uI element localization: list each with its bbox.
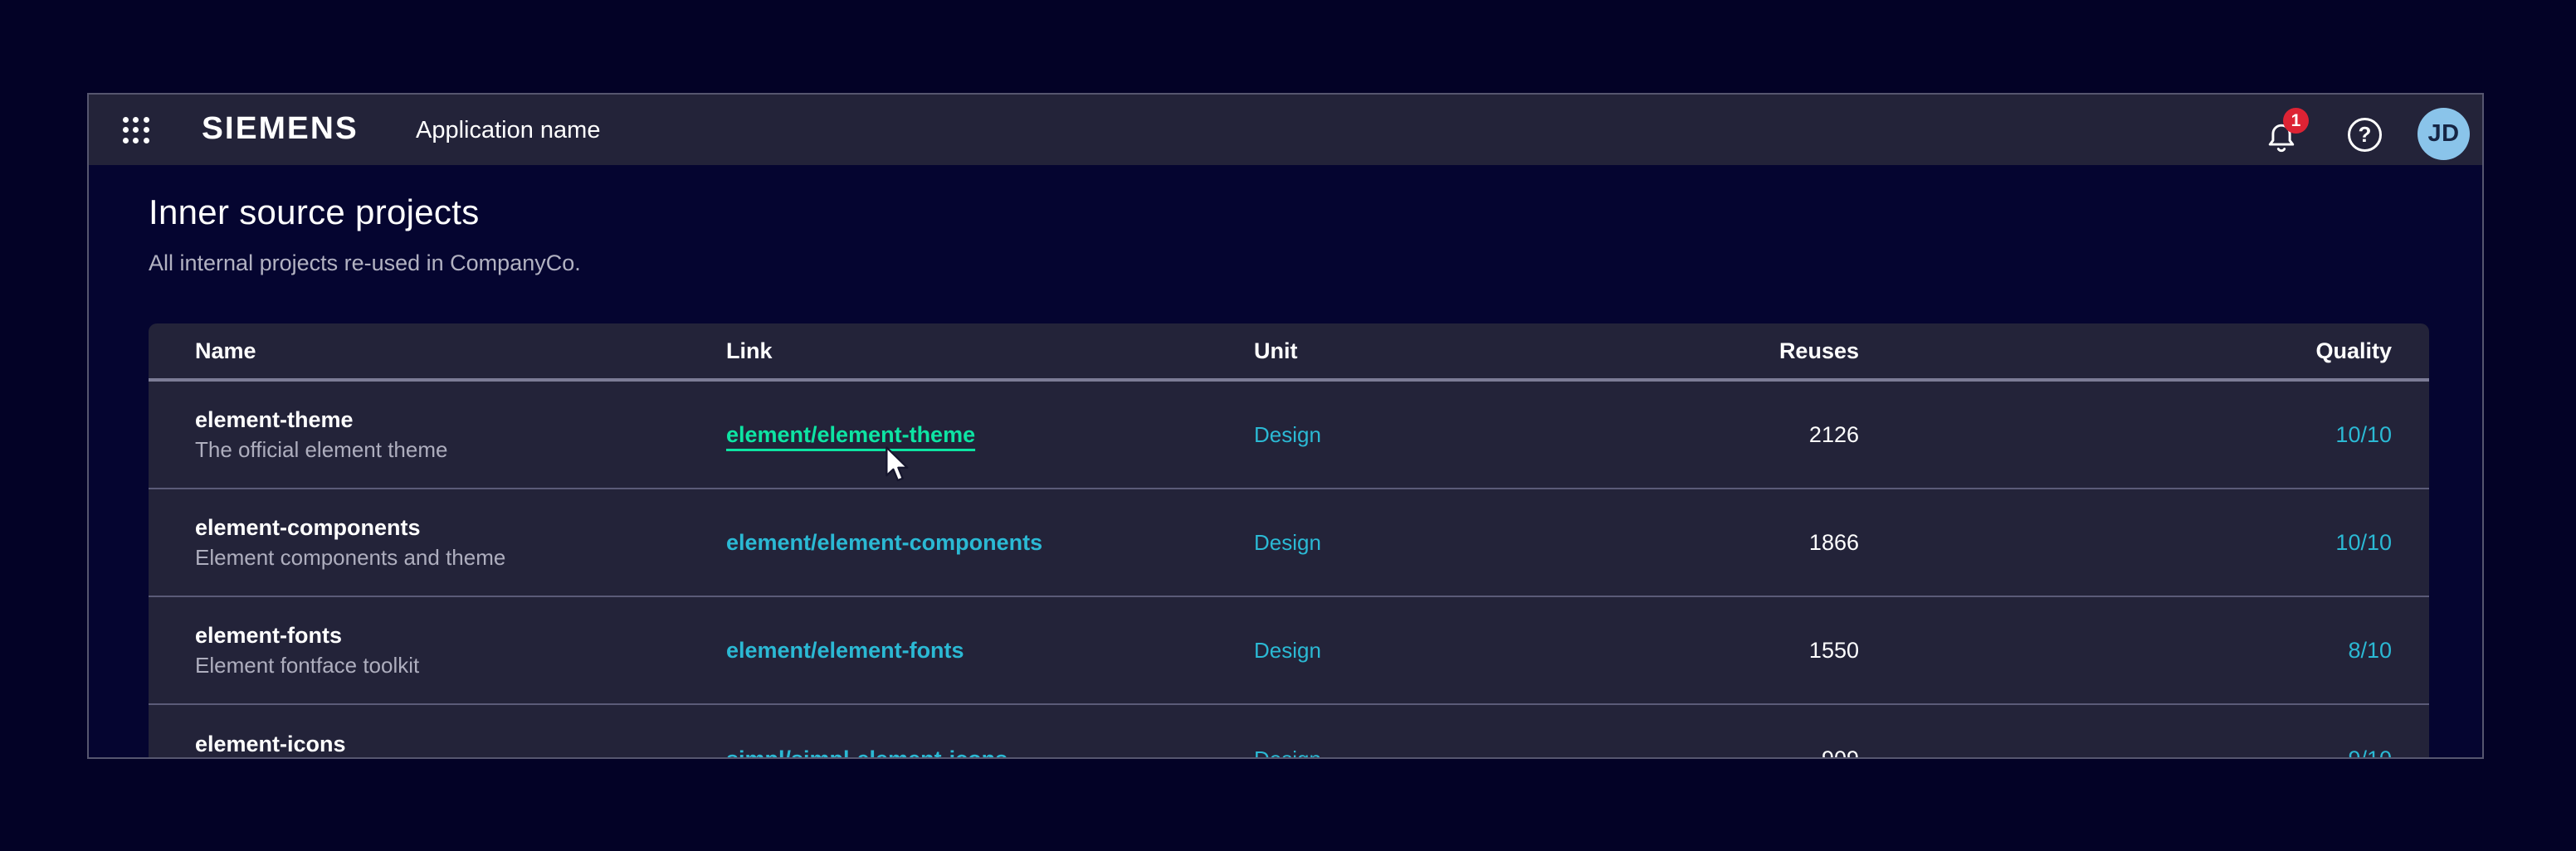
- siemens-logo: SIEMENS: [202, 111, 359, 146]
- table-row[interactable]: element-theme The official element theme…: [149, 382, 2429, 489]
- table-row[interactable]: element-icons simpl/simpl-element-icons …: [149, 705, 2429, 759]
- project-quality: 10/10: [2335, 529, 2392, 555]
- notifications-button[interactable]: 1: [2263, 108, 2316, 156]
- project-description: Element components and theme: [195, 545, 506, 570]
- app-bar: SIEMENS Application name 1 ? JD: [89, 95, 2482, 165]
- avatar-initials: JD: [2427, 120, 2460, 147]
- user-avatar[interactable]: JD: [2417, 108, 2470, 160]
- app-launcher-grid-icon[interactable]: [120, 114, 152, 146]
- project-unit: Design: [1254, 637, 1321, 663]
- project-link[interactable]: element/element-components: [726, 529, 1043, 555]
- project-name: element-icons: [195, 732, 346, 756]
- project-name-cell: element-fonts Element fontface toolkit: [195, 622, 726, 678]
- table-header-row: Name Link Unit Reuses Quality: [149, 323, 2429, 382]
- application-name: Application name: [416, 117, 601, 143]
- project-quality: 9/10: [2348, 746, 2392, 759]
- project-name: element-components: [195, 515, 421, 540]
- project-reuses: 1550: [1808, 637, 1859, 663]
- page-title: Inner source projects: [149, 192, 480, 231]
- project-description: Element fontface toolkit: [195, 653, 420, 678]
- project-link[interactable]: element/element-fonts: [726, 637, 964, 663]
- project-link[interactable]: simpl/simpl-element-icons: [726, 746, 1008, 759]
- column-header-link: Link: [726, 338, 773, 363]
- table-row[interactable]: element-fonts Element fontface toolkit e…: [149, 597, 2429, 705]
- project-name-cell: element-icons: [195, 731, 726, 757]
- project-link[interactable]: element/element-theme: [726, 421, 976, 447]
- project-name: element-fonts: [195, 623, 343, 648]
- table-row[interactable]: element-components Element components an…: [149, 489, 2429, 597]
- project-quality: 8/10: [2348, 637, 2392, 663]
- column-header-unit: Unit: [1254, 338, 1298, 363]
- project-description: The official element theme: [195, 437, 448, 462]
- page-subtitle: All internal projects re-used in Company…: [149, 250, 581, 275]
- column-header-reuses: Reuses: [1778, 338, 1859, 363]
- question-mark-icon: ?: [2358, 122, 2372, 147]
- help-button[interactable]: ?: [2348, 118, 2382, 152]
- project-name: element-theme: [195, 407, 354, 432]
- project-unit: Design: [1254, 421, 1321, 447]
- projects-table: Name Link Unit Reuses Quality element-th…: [149, 323, 2429, 759]
- app-window: SIEMENS Application name 1 ? JD Inner so…: [87, 93, 2484, 759]
- project-quality: 10/10: [2335, 421, 2392, 447]
- column-header-name: Name: [195, 338, 256, 363]
- project-reuses: 909: [1821, 746, 1859, 759]
- project-reuses: 2126: [1808, 421, 1859, 447]
- project-name-cell: element-theme The official element theme: [195, 406, 726, 463]
- project-name-cell: element-components Element components an…: [195, 514, 726, 571]
- project-reuses: 1866: [1808, 529, 1859, 555]
- project-unit: Design: [1254, 529, 1321, 555]
- column-header-quality: Quality: [2315, 338, 2392, 363]
- notification-count-badge: 1: [2283, 108, 2309, 134]
- project-unit: Design: [1254, 746, 1321, 759]
